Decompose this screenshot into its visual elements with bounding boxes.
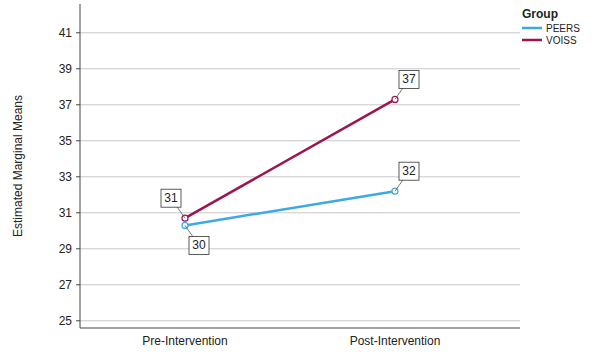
x-tick-label: Pre-Intervention (142, 334, 227, 348)
label-box (399, 162, 419, 180)
chart: 25 27 29 31 33 35 37 39 41 Pre-Intervention Post-I… (0, 0, 603, 356)
grid-line (80, 248, 520, 249)
grid-line (80, 32, 520, 33)
data-label: 30 (192, 238, 206, 252)
y-tick-label: 33 (59, 170, 73, 184)
grid-line (80, 212, 520, 213)
grid-line (80, 320, 520, 321)
y-tick (76, 212, 80, 213)
grid-line (80, 68, 520, 69)
grid-line (80, 284, 520, 285)
label-box (399, 70, 419, 88)
y-tick-label: 29 (59, 242, 73, 256)
y-tick-label: 31 (59, 206, 73, 220)
y-axis-label: Estimated Marginal Means (11, 95, 25, 237)
series-group (182, 96, 398, 228)
legend-swatch (522, 27, 542, 30)
y-tick-label: 39 (59, 62, 73, 76)
series-line (185, 191, 395, 225)
y-tick-label: 37 (59, 98, 73, 112)
data-label: 37 (402, 72, 416, 86)
label-box (161, 189, 181, 207)
y-tick (76, 248, 80, 249)
grid-line (80, 176, 520, 177)
y-tick (76, 284, 80, 285)
y-tick (76, 140, 80, 141)
legend-label: PEERS (546, 23, 580, 34)
legend-swatch (522, 39, 542, 42)
y-tick (76, 68, 80, 69)
data-labels: 30 32 31 37 (161, 70, 419, 254)
data-label: 31 (164, 191, 178, 205)
y-tick (76, 176, 80, 177)
legend-label: VOISS (546, 35, 577, 46)
legend-title: Group (522, 7, 558, 21)
series-line (185, 99, 395, 218)
data-label: 32 (402, 164, 416, 178)
y-tick-label: 27 (59, 278, 73, 292)
grid-line (80, 104, 520, 105)
y-tick (76, 104, 80, 105)
grid-line (80, 140, 520, 141)
y-tick-label: 35 (59, 134, 73, 148)
y-tick (76, 32, 80, 33)
y-axis (80, 4, 81, 328)
y-tick-label: 41 (59, 26, 73, 40)
x-axis (80, 328, 520, 329)
y-tick-label: 25 (59, 314, 73, 328)
x-tick-label: Post-Intervention (350, 334, 441, 348)
label-box (189, 236, 209, 254)
y-tick (76, 320, 80, 321)
